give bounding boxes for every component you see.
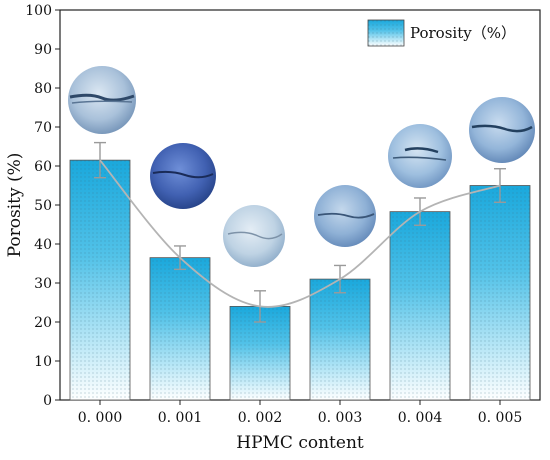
sample-photo-0.001 bbox=[150, 143, 216, 209]
x-tick-label-1: 0. 001 bbox=[158, 410, 203, 426]
bar-pattern-0 bbox=[70, 160, 130, 400]
legend: Porosity（%） bbox=[367, 19, 516, 47]
x-tick-label-0: 0. 000 bbox=[78, 410, 123, 426]
legend-label: Porosity（%） bbox=[410, 24, 516, 42]
sample-photo-0.002 bbox=[223, 205, 285, 267]
y-tick-label-3: 30 bbox=[34, 276, 52, 292]
x-axis-ticks: 0. 000 0. 001 0. 002 0. 003 0. 004 0. 005 bbox=[78, 400, 523, 426]
sample-photo-insets bbox=[68, 66, 535, 267]
y-tick-label-8: 80 bbox=[34, 81, 52, 97]
legend-swatch-pattern bbox=[368, 20, 404, 46]
x-tick-label-3: 0. 003 bbox=[318, 410, 363, 426]
x-tick-label-5: 0. 005 bbox=[478, 410, 523, 426]
trend-line bbox=[99, 159, 501, 308]
x-axis-title: HPMC content bbox=[236, 433, 364, 453]
sample-photo-0.005 bbox=[469, 97, 535, 163]
bar-group bbox=[69, 159, 531, 401]
bar-pattern-5 bbox=[470, 185, 530, 400]
y-axis-title: Porosity (%) bbox=[5, 153, 25, 258]
sample-photo-0.003 bbox=[314, 185, 376, 247]
y-tick-label-5: 50 bbox=[34, 198, 52, 214]
bar-pattern-4 bbox=[390, 211, 450, 400]
bar-pattern-3 bbox=[310, 279, 370, 400]
plot-frame bbox=[59, 9, 541, 401]
x-tick-label-2: 0. 002 bbox=[238, 410, 283, 426]
y-tick-label-9: 90 bbox=[34, 42, 52, 58]
x-tick-label-4: 0. 004 bbox=[398, 410, 443, 426]
bar-pattern-1 bbox=[150, 257, 210, 400]
y-tick-label-4: 40 bbox=[34, 237, 52, 253]
sample-photo-0.000 bbox=[68, 66, 136, 134]
y-tick-label-0: 0 bbox=[43, 393, 52, 409]
y-tick-label-2: 20 bbox=[34, 315, 52, 331]
y-tick-label-10: 100 bbox=[25, 3, 52, 19]
y-tick-label-6: 60 bbox=[34, 159, 52, 175]
y-axis-ticks: 0 10 20 30 40 50 60 70 80 90 100 bbox=[25, 3, 60, 409]
y-tick-label-1: 10 bbox=[34, 354, 52, 370]
sample-photo-0.004 bbox=[388, 124, 452, 188]
y-tick-label-7: 70 bbox=[34, 120, 52, 136]
